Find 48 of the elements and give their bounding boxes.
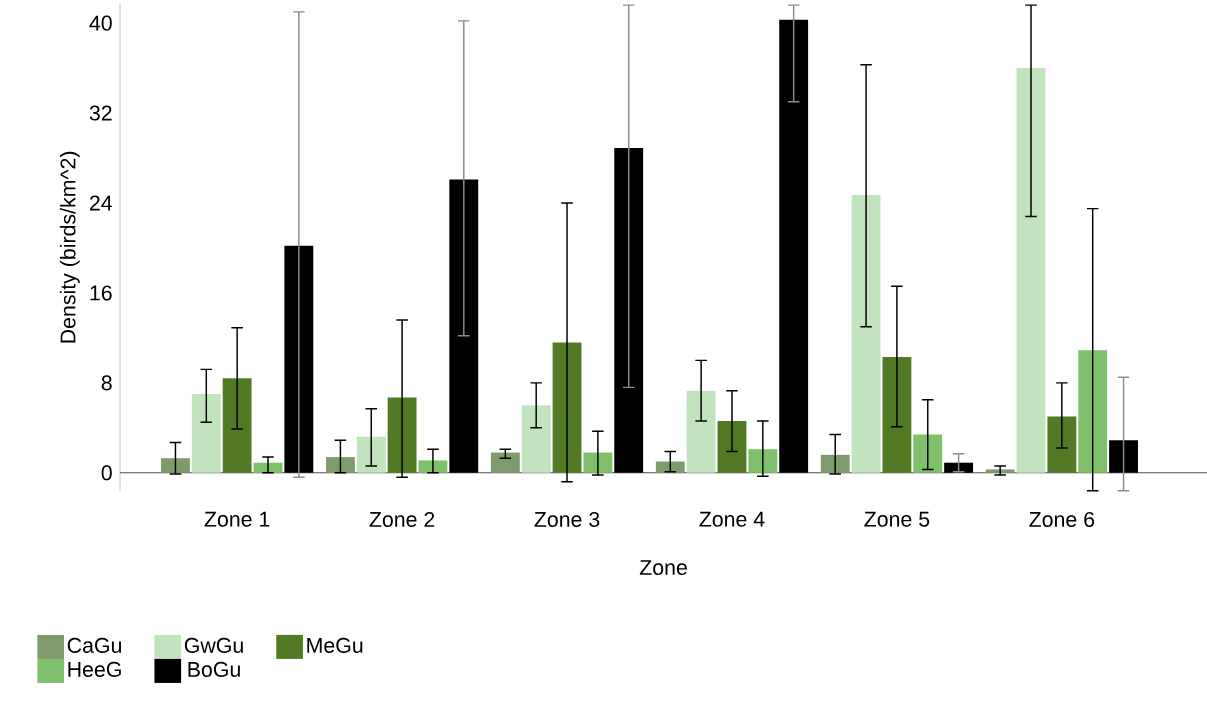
bar (161, 458, 190, 473)
bar (748, 449, 778, 473)
y-tick-label: 40 (89, 15, 112, 31)
legend-label: BoGu (188, 661, 240, 677)
bar (882, 356, 912, 473)
x-tick-label: Zone 2 (369, 511, 435, 527)
bar (449, 179, 479, 473)
bar (779, 19, 809, 473)
y-tick-label: 24 (89, 195, 113, 211)
bar (387, 397, 417, 473)
bar (985, 469, 1015, 473)
x-tick-label: Zone 5 (864, 511, 930, 527)
y-tick-label: 0 (101, 465, 112, 481)
bar (614, 147, 644, 473)
bar (583, 452, 613, 473)
x-tick-label: Zone 4 (699, 511, 765, 527)
y-tick-label: 32 (89, 105, 112, 121)
bar (521, 405, 551, 473)
bar (418, 460, 448, 473)
x-axis-title: Zone (639, 560, 687, 575)
x-tick-label: Zone 1 (204, 511, 270, 527)
legend-label: GwGu (184, 637, 243, 653)
bar (552, 342, 582, 473)
bar (686, 390, 716, 473)
bar (222, 378, 252, 473)
x-tick-label: Zone 6 (1029, 511, 1095, 527)
bar (851, 195, 881, 473)
bar (717, 421, 747, 473)
bar (191, 394, 221, 473)
legend-label: HeeG (68, 661, 121, 677)
bar (913, 434, 943, 473)
bar (1016, 67, 1046, 473)
bar (356, 436, 386, 473)
bar (490, 452, 520, 473)
legend-label: CaGu (67, 637, 122, 653)
y-tick-label: 8 (101, 375, 112, 391)
bar (820, 454, 850, 473)
y-tick-label: 16 (90, 285, 112, 301)
bar (284, 245, 314, 473)
bar (655, 461, 685, 473)
bar (1047, 416, 1077, 473)
bar (944, 462, 974, 473)
bar (1109, 440, 1138, 473)
x-tick-label: Zone 3 (534, 511, 600, 527)
legend-label: MeGu (307, 637, 363, 653)
bar (325, 456, 355, 473)
bar (1078, 350, 1108, 473)
y-axis-title: Density (birds/km^2) (59, 151, 80, 343)
